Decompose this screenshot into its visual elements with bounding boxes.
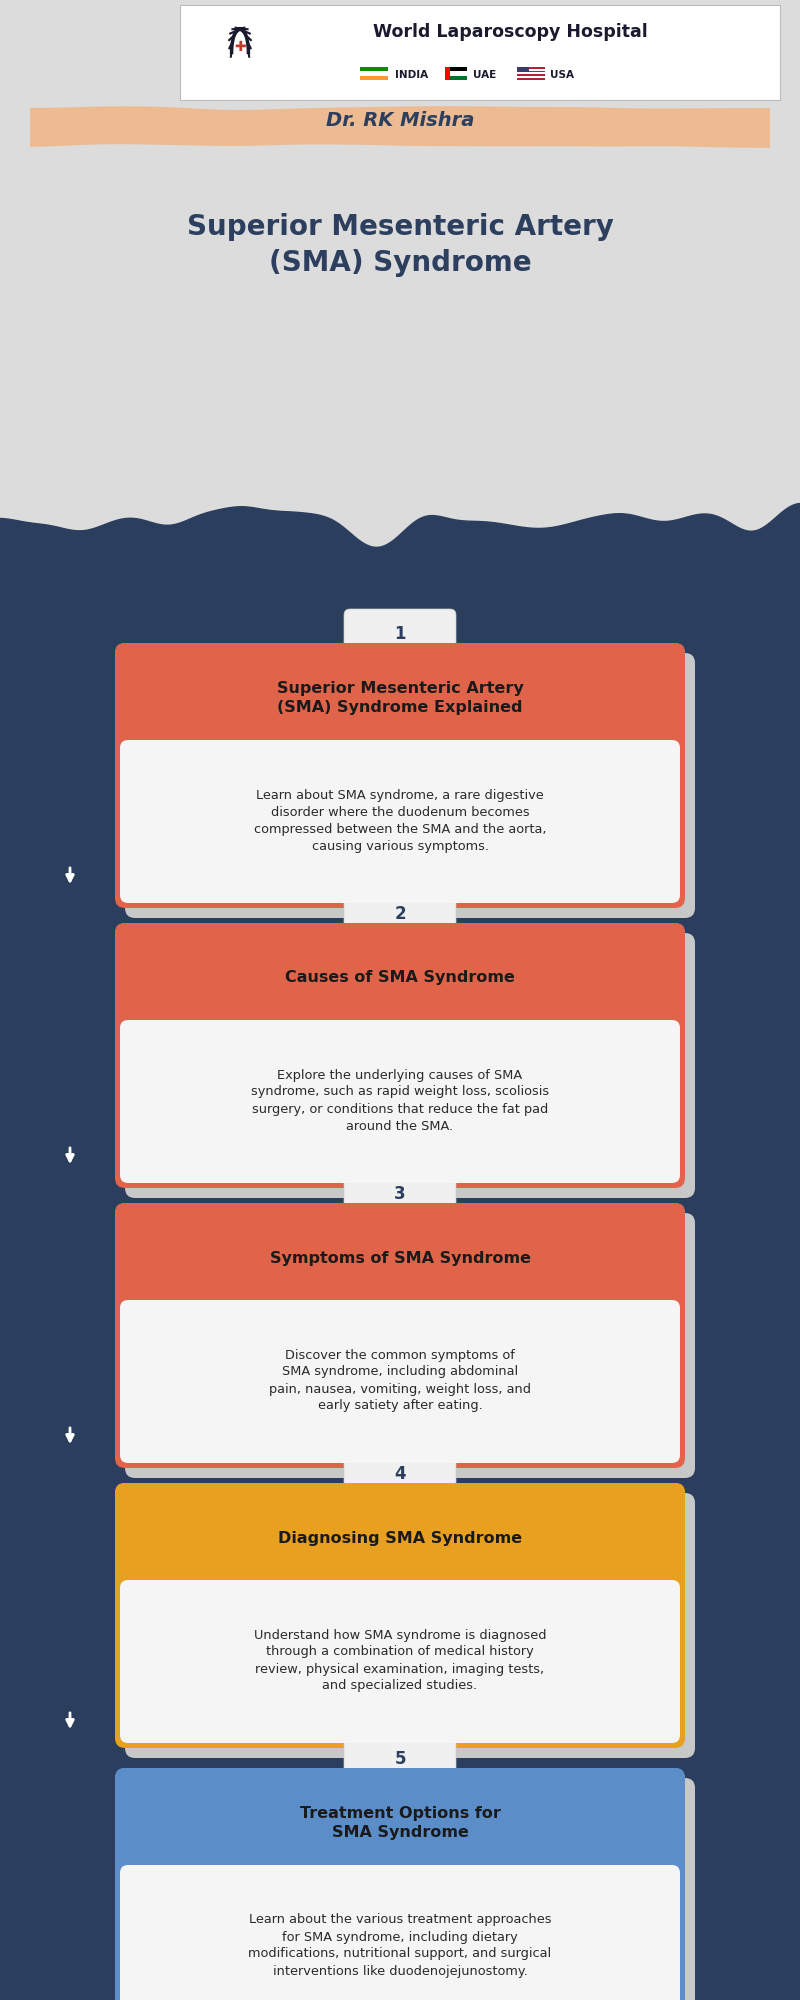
FancyBboxPatch shape — [125, 1212, 695, 1478]
FancyBboxPatch shape — [120, 1300, 680, 1464]
Text: Causes of SMA Syndrome: Causes of SMA Syndrome — [285, 970, 515, 986]
Text: USA: USA — [550, 70, 574, 80]
FancyBboxPatch shape — [120, 740, 680, 904]
Polygon shape — [30, 106, 770, 148]
FancyBboxPatch shape — [120, 1020, 680, 1184]
FancyBboxPatch shape — [125, 932, 695, 1198]
FancyBboxPatch shape — [344, 1168, 456, 1218]
FancyBboxPatch shape — [115, 1768, 685, 1878]
Bar — [445, 66, 467, 70]
Bar — [517, 66, 529, 72]
FancyBboxPatch shape — [120, 1580, 680, 1742]
FancyBboxPatch shape — [115, 1484, 685, 1748]
Text: Symptoms of SMA Syndrome: Symptoms of SMA Syndrome — [270, 1250, 530, 1266]
FancyBboxPatch shape — [120, 1864, 680, 2000]
Text: 1: 1 — [394, 626, 406, 644]
Bar — [360, 66, 388, 70]
Bar — [360, 76, 388, 80]
FancyBboxPatch shape — [115, 1202, 685, 1312]
Text: Understand how SMA syndrome is diagnosed
through a combination of medical histor: Understand how SMA syndrome is diagnosed… — [254, 1628, 546, 1692]
FancyBboxPatch shape — [115, 924, 685, 1032]
Text: INDIA: INDIA — [395, 70, 428, 80]
Text: Superior Mesenteric Artery
(SMA) Syndrome: Superior Mesenteric Artery (SMA) Syndrom… — [186, 214, 614, 276]
Text: Discover the common symptoms of
SMA syndrome, including abdominal
pain, nausea, : Discover the common symptoms of SMA synd… — [269, 1348, 531, 1412]
Bar — [445, 72, 467, 76]
Text: Dr. RK Mishra: Dr. RK Mishra — [326, 112, 474, 130]
Text: 5: 5 — [394, 1750, 406, 1768]
Text: Learn about the various treatment approaches
for SMA syndrome, including dietary: Learn about the various treatment approa… — [249, 1914, 551, 1978]
Polygon shape — [0, 504, 800, 2000]
Text: ✚: ✚ — [234, 40, 246, 54]
Text: Superior Mesenteric Artery
(SMA) Syndrome Explained: Superior Mesenteric Artery (SMA) Syndrom… — [277, 682, 523, 714]
FancyBboxPatch shape — [115, 644, 685, 752]
FancyBboxPatch shape — [125, 652, 695, 918]
FancyBboxPatch shape — [344, 1734, 456, 1784]
FancyBboxPatch shape — [344, 888, 456, 940]
Text: 3: 3 — [394, 1184, 406, 1202]
Text: UAE: UAE — [473, 70, 496, 80]
FancyBboxPatch shape — [115, 924, 685, 1188]
Text: Explore the underlying causes of SMA
syndrome, such as rapid weight loss, scolio: Explore the underlying causes of SMA syn… — [251, 1068, 549, 1132]
Bar — [445, 76, 467, 80]
Text: Diagnosing SMA Syndrome: Diagnosing SMA Syndrome — [278, 1530, 522, 1546]
FancyBboxPatch shape — [115, 1202, 685, 1468]
Bar — [445, 66, 450, 80]
FancyBboxPatch shape — [115, 1484, 685, 1592]
Text: World Laparoscopy Hospital: World Laparoscopy Hospital — [373, 22, 647, 40]
Polygon shape — [0, 0, 800, 548]
Text: Learn about SMA syndrome, a rare digestive
disorder where the duodenum becomes
c: Learn about SMA syndrome, a rare digesti… — [254, 788, 546, 852]
Bar — [360, 72, 388, 76]
Text: 2: 2 — [394, 904, 406, 924]
FancyBboxPatch shape — [125, 1492, 695, 1758]
FancyBboxPatch shape — [344, 1448, 456, 1500]
FancyBboxPatch shape — [344, 610, 456, 660]
FancyBboxPatch shape — [115, 644, 685, 908]
Bar — [0, 0, 800, 570]
Text: 4: 4 — [394, 1464, 406, 1482]
FancyBboxPatch shape — [180, 4, 780, 100]
FancyBboxPatch shape — [125, 1778, 695, 2000]
FancyBboxPatch shape — [115, 1768, 685, 2000]
Text: Treatment Options for
SMA Syndrome: Treatment Options for SMA Syndrome — [299, 1806, 501, 1840]
